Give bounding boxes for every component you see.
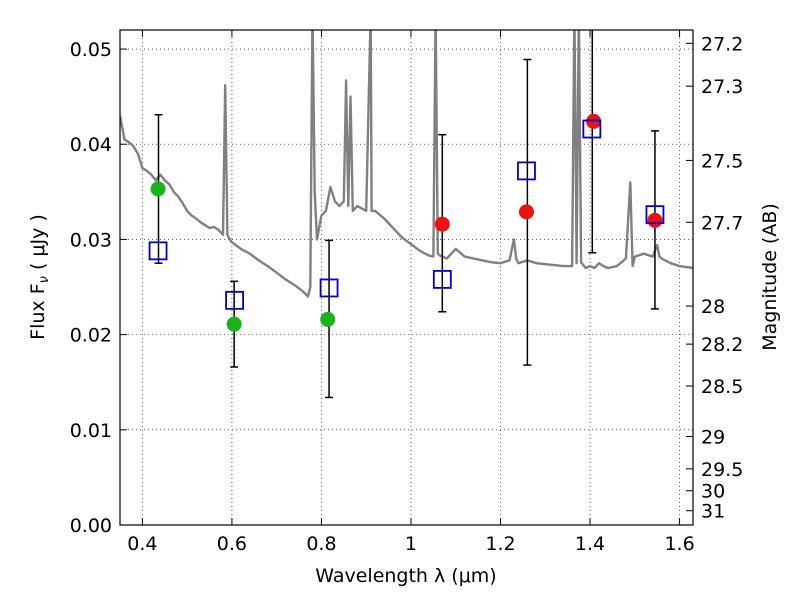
y-tick-label: 0.03 xyxy=(70,229,112,251)
y2-tick-label: 29.5 xyxy=(701,459,743,481)
x-tick-label: 0.4 xyxy=(127,533,157,555)
plot-frame xyxy=(119,29,694,526)
y2-tick-label: 29 xyxy=(701,426,725,448)
y-tick-label: 0.01 xyxy=(70,420,112,442)
template-spectrum-line xyxy=(120,30,693,298)
model-point xyxy=(148,241,168,261)
y2-tick-label: 27.2 xyxy=(701,33,743,55)
y2-tick-label: 31 xyxy=(701,501,725,523)
model-point xyxy=(432,270,452,289)
y2-tick-label: 28 xyxy=(701,296,725,318)
y2-tick-label: 28.2 xyxy=(701,334,743,356)
y2-tick-label: 27.5 xyxy=(701,150,743,172)
x-tick-label: 1.2 xyxy=(485,533,515,555)
x-tick-label: 1.4 xyxy=(575,533,605,555)
x-tick-label: 1.6 xyxy=(664,533,694,555)
y2-tick-label: 28.5 xyxy=(701,376,743,398)
y-axis-label-main: Flux F xyxy=(27,283,49,339)
y-axis-label-subscript: ν xyxy=(37,276,52,283)
x-axis-label: Wavelength λ (μm) xyxy=(315,565,496,587)
model-point xyxy=(645,205,665,225)
y-axis-label: Flux Fν ( μJy ) xyxy=(27,214,52,340)
observed-point xyxy=(150,181,166,197)
y-axis-label-unit: ( μJy ) xyxy=(27,214,49,276)
y-tick-label: 0.02 xyxy=(70,325,112,347)
y-tick-label: 0.05 xyxy=(70,39,112,61)
plot-area xyxy=(120,30,693,399)
x-tick-label: 0.8 xyxy=(306,533,336,555)
observed-point xyxy=(434,216,450,232)
y2-tick-label: 30 xyxy=(701,481,725,503)
y-tick-label: 0.04 xyxy=(70,134,112,156)
y2-tick-label: 27.7 xyxy=(701,212,743,234)
observed-point xyxy=(518,204,534,220)
gridlines xyxy=(120,30,693,526)
secondary-y-axis-label: Magnitude (AB) xyxy=(759,203,781,351)
observed-point xyxy=(226,316,242,332)
x-tick-label: 1 xyxy=(405,533,417,555)
model-point xyxy=(582,119,602,139)
y2-tick-label: 27.3 xyxy=(701,76,743,98)
y-tick-label: 0.00 xyxy=(70,515,112,537)
axis-ticks: 0.4 0.6 0.8 1 1.2 1.4 1.6 0.00 0.01 0.02 0.03 0.04 0… xyxy=(70,30,743,555)
model-point xyxy=(517,161,536,181)
model-point xyxy=(319,278,339,298)
observed-point xyxy=(320,311,336,327)
observed-point xyxy=(647,212,663,228)
x-tick-label: 0.6 xyxy=(217,533,247,555)
model-point xyxy=(225,290,245,310)
